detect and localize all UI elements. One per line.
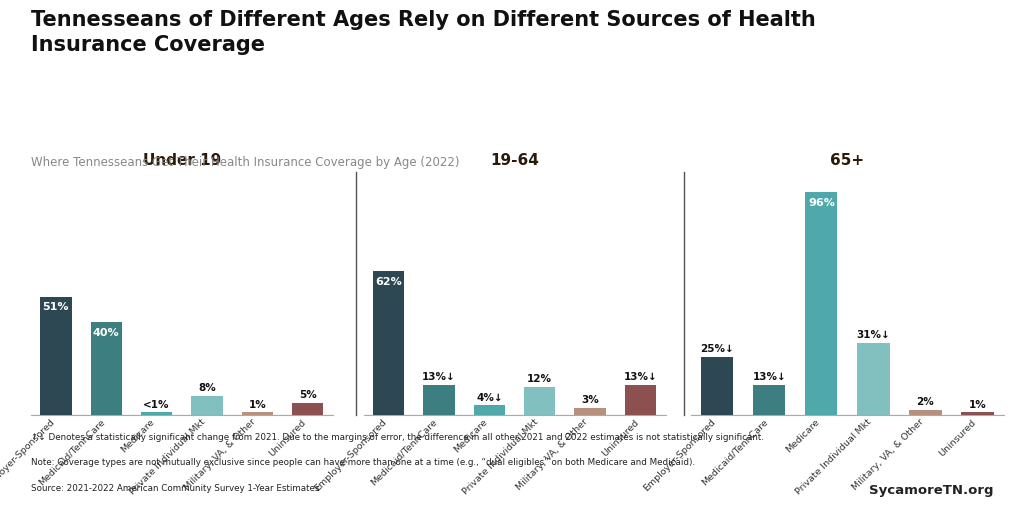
Text: ↑↓ Denotes a statistically significant change from 2021. Due to the margins of e: ↑↓ Denotes a statistically significant c… <box>31 433 764 442</box>
Text: 13%↓: 13%↓ <box>422 372 456 382</box>
Bar <box>524 387 555 415</box>
Text: <1%: <1% <box>143 400 170 410</box>
Bar <box>373 271 404 415</box>
Bar <box>753 385 785 415</box>
Text: Note: Coverage types are not mutually exclusive since people can have more than : Note: Coverage types are not mutually ex… <box>31 458 695 467</box>
Text: 40%: 40% <box>93 328 120 338</box>
Bar <box>91 322 122 415</box>
Bar <box>40 296 72 415</box>
Text: Where Tennesseans Get Their Health Insurance Coverage by Age (2022): Where Tennesseans Get Their Health Insur… <box>31 156 459 169</box>
Bar <box>625 385 656 415</box>
Text: 13%↓: 13%↓ <box>753 372 786 382</box>
Text: 5%: 5% <box>299 390 316 400</box>
Bar <box>424 385 455 415</box>
Bar <box>191 396 222 415</box>
Bar <box>574 408 605 415</box>
Bar <box>805 193 838 415</box>
Bar <box>141 412 172 415</box>
Text: SycamoreTN.org: SycamoreTN.org <box>868 484 993 497</box>
Bar <box>909 410 942 415</box>
Bar <box>857 343 890 415</box>
Text: Source: 2021-2022 American Community Survey 1-Year Estimates: Source: 2021-2022 American Community Sur… <box>31 484 319 493</box>
Text: 8%: 8% <box>198 383 216 393</box>
Text: 4%↓: 4%↓ <box>476 393 503 402</box>
Title: Under 19: Under 19 <box>142 153 221 167</box>
Bar <box>292 403 324 415</box>
Text: 96%: 96% <box>808 198 835 208</box>
Title: 65+: 65+ <box>830 153 864 167</box>
Bar <box>962 412 993 415</box>
Text: 62%: 62% <box>376 277 402 287</box>
Text: 13%↓: 13%↓ <box>624 372 657 382</box>
Bar <box>242 412 272 415</box>
Text: 51%: 51% <box>43 303 70 312</box>
Text: 1%: 1% <box>969 400 986 410</box>
Text: 3%: 3% <box>582 395 599 405</box>
Text: 31%↓: 31%↓ <box>856 330 890 340</box>
Text: Tennesseans of Different Ages Rely on Different Sources of Health
Insurance Cove: Tennesseans of Different Ages Rely on Di… <box>31 10 815 55</box>
Bar <box>474 406 505 415</box>
Text: 25%↓: 25%↓ <box>700 344 734 354</box>
Text: 2%: 2% <box>916 397 934 408</box>
Title: 19-64: 19-64 <box>490 153 539 167</box>
Text: 12%: 12% <box>527 374 552 384</box>
Text: 1%: 1% <box>249 400 266 410</box>
Bar <box>701 357 733 415</box>
